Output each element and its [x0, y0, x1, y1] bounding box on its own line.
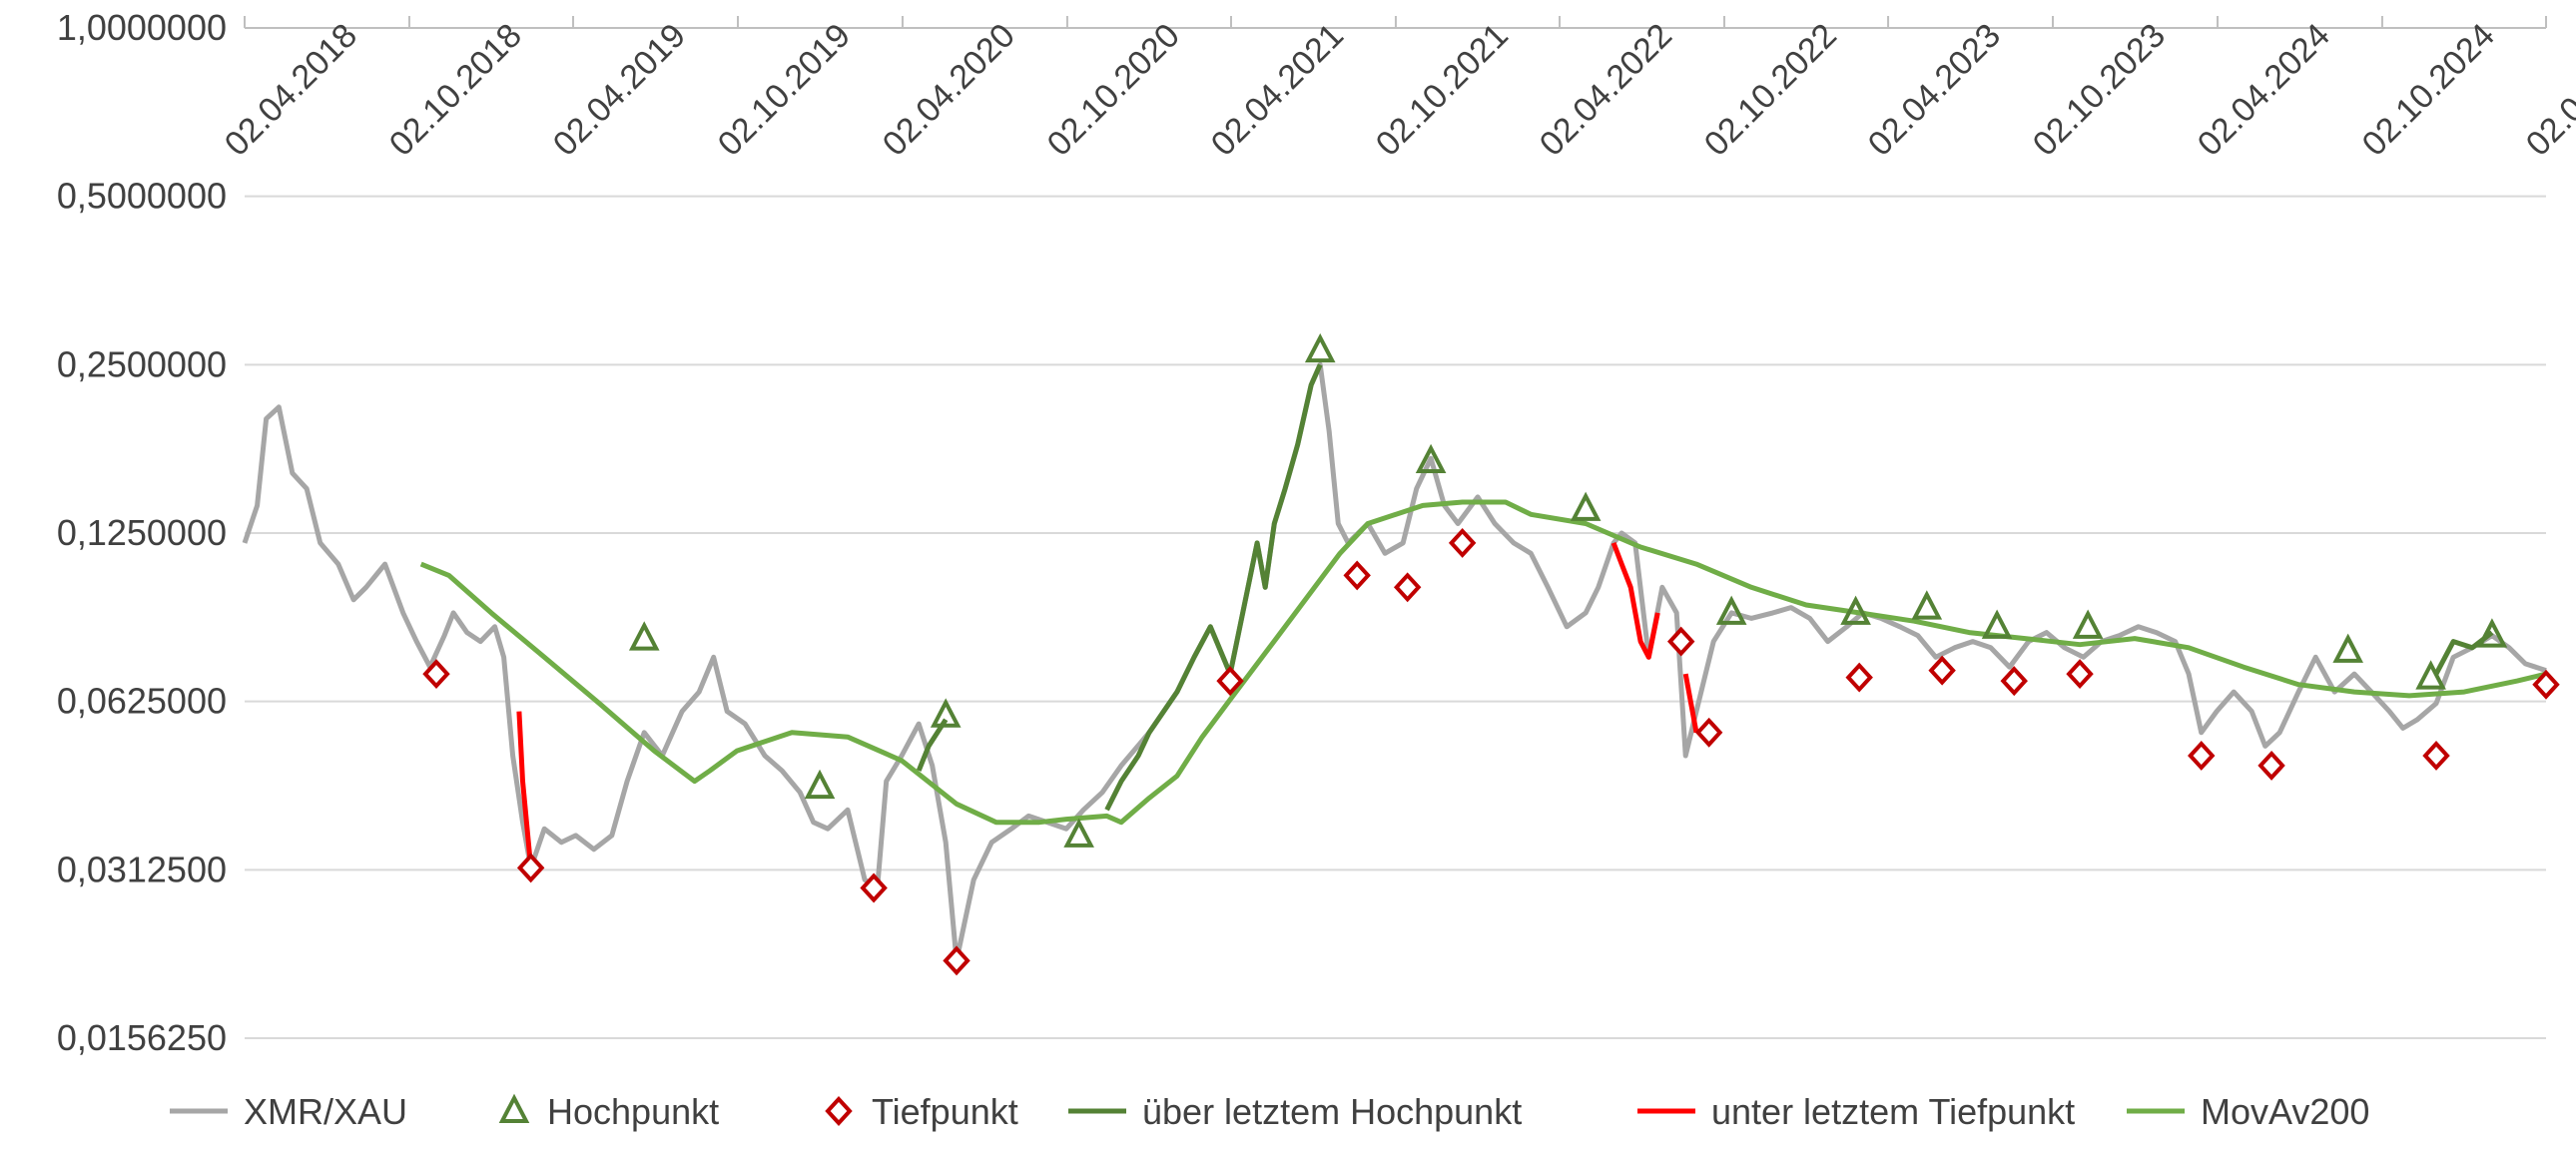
below-low-segment [516, 711, 534, 868]
markers-tiefpunkt [422, 527, 2560, 976]
below-low-segment [1610, 542, 1660, 660]
series-movav200 [419, 499, 2547, 826]
legend-swatch [498, 1093, 530, 1123]
below-low-segment [1682, 673, 1699, 734]
markers-hochpunkt [628, 332, 2508, 848]
y-axis-ticks: 1,0000000 0,5000000 0,2500000 0,1250000 0,06… [57, 7, 227, 1058]
hochpunkt-marker [804, 769, 836, 800]
x-tick-label: 02.04.2023 [1861, 16, 2008, 163]
hochpunkt-marker [1911, 590, 1943, 620]
tiefpunkt-marker [2000, 666, 2028, 697]
legend-label: MovAv200 [2201, 1091, 2369, 1132]
y-tick-label: 1,0000000 [57, 7, 227, 48]
tiefpunkt-marker [1694, 717, 1723, 748]
movav200-line [419, 499, 2547, 826]
legend: XMR/XAU Hochpunkt Tiefpunkt über letztem Ho… [170, 1091, 2369, 1132]
hochpunkt-marker [2332, 633, 2363, 663]
legend-label: XMR/XAU [244, 1091, 407, 1132]
legend-item: über letztem Hochpunkt [1068, 1091, 1522, 1132]
x-tick-label: 02.10.2023 [2026, 16, 2173, 163]
y-tick-label: 0,0156250 [57, 1017, 227, 1058]
hochpunkt-marker [1304, 332, 1336, 363]
x-tick-label: 02.04.2022 [1533, 16, 1679, 163]
series-below-last-low [516, 542, 1699, 868]
legend-label: unter letztem Tiefpunkt [1711, 1091, 2075, 1132]
above-high-segment [1104, 363, 1323, 812]
tiefpunkt-marker [2188, 741, 2216, 771]
x-tick-label: 02.04.2021 [1204, 16, 1351, 163]
tiefpunkt-marker [1666, 626, 1695, 657]
hochpunkt-marker [2476, 618, 2508, 648]
tiefpunkt-marker [516, 853, 545, 883]
legend-item: unter letztem Tiefpunkt [1637, 1091, 2075, 1132]
legend-label: Hochpunkt [547, 1091, 719, 1132]
hochpunkt-marker [1415, 443, 1447, 474]
tiefpunkt-marker [2422, 741, 2450, 771]
legend-label: über letztem Hochpunkt [1142, 1091, 1522, 1132]
tiefpunkt-marker [1928, 655, 1956, 686]
legend-item: MovAv200 [2127, 1091, 2369, 1132]
x-tick-label: 02.10.2020 [1040, 16, 1187, 163]
x-tick-label: 02.04.2024 [2191, 16, 2337, 163]
x-tick-label: 02.04.2020 [876, 16, 1022, 163]
x-tick-label: 02.10.2024 [2355, 16, 2502, 163]
tiefpunkt-marker [422, 659, 450, 690]
x-tick-label: 02.04.2018 [218, 16, 364, 163]
hochpunkt-marker [930, 698, 962, 728]
hochpunkt-marker [2072, 609, 2104, 639]
hochpunkt-marker [2415, 660, 2446, 690]
x-axis: 02.04.2018 02.10.2018 02.04.2019 02.10.2019… [218, 16, 2576, 164]
x-tick-label: 02.10.2019 [711, 16, 858, 163]
series-xmr-xau [242, 361, 2547, 963]
tiefpunkt-marker [1393, 572, 1422, 603]
y-tick-label: 0,2500000 [57, 343, 227, 384]
y-tick-label: 0,0312500 [57, 849, 227, 889]
y-tick-label: 0,5000000 [57, 176, 227, 217]
tiefpunkt-marker [1216, 666, 1244, 697]
hochpunkt-marker [1570, 491, 1602, 521]
tiefpunkt-marker [1343, 560, 1371, 591]
hochpunkt-marker [1840, 595, 1871, 625]
xmr-xau-line [242, 361, 2547, 963]
legend-swatch [825, 1096, 853, 1126]
legend-label: Tiefpunkt [872, 1091, 1018, 1132]
tiefpunkt-marker [2066, 659, 2094, 690]
legend-item: Tiefpunkt [825, 1091, 1018, 1132]
y-tick-label: 0,0625000 [57, 681, 227, 722]
legend-item: XMR/XAU [170, 1091, 407, 1132]
tiefpunkt-marker [2257, 750, 2285, 781]
tiefpunkt-marker [2532, 669, 2560, 700]
x-tick-label: 02.04.2019 [546, 16, 693, 163]
tiefpunkt-marker [1845, 662, 1873, 693]
hochpunkt-marker [1063, 818, 1094, 848]
x-tick-label: 02.10.2022 [1697, 16, 1844, 163]
y-tick-label: 0,1250000 [57, 512, 227, 553]
hochpunkt-marker [628, 621, 660, 651]
tiefpunkt-marker [860, 872, 888, 903]
tiefpunkt-marker [943, 945, 970, 976]
grid-lines [245, 27, 2546, 1039]
hochpunkt-marker [1981, 609, 2013, 639]
legend-item: Hochpunkt [498, 1091, 719, 1132]
x-tick-label: 02.04.2025 [2519, 16, 2576, 163]
hochpunkt-marker [1715, 595, 1747, 625]
x-tick-label: 02.10.2021 [1369, 16, 1516, 163]
tiefpunkt-marker [1448, 527, 1477, 558]
x-tick-label: 02.10.2018 [382, 16, 529, 163]
above-high-segment [916, 718, 949, 772]
